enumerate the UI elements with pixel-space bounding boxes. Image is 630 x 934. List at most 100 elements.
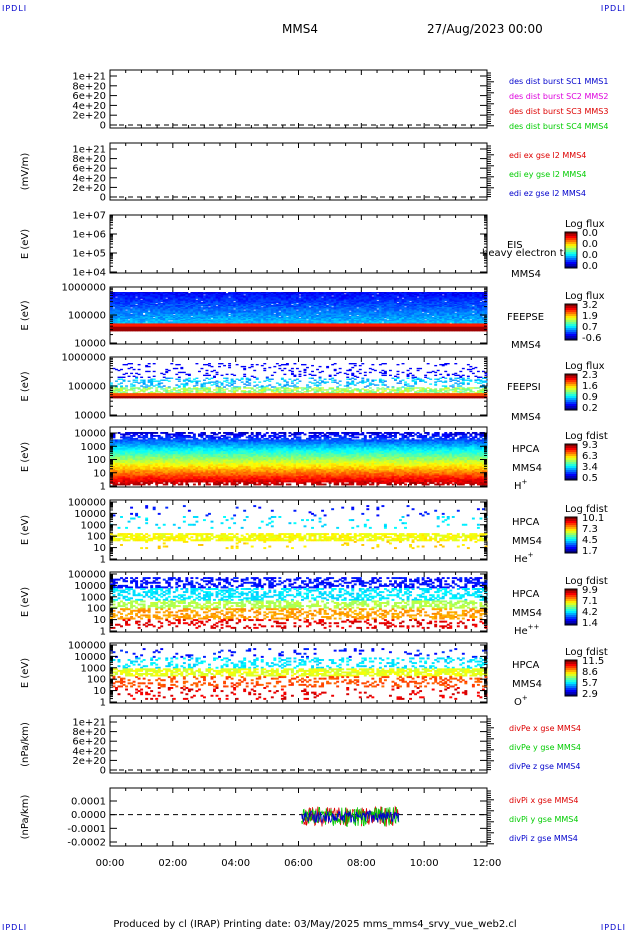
spectro-cell	[288, 329, 292, 332]
spectro-cell	[195, 310, 199, 312]
spectro-cell	[333, 329, 337, 332]
spectro-cell	[394, 310, 397, 312]
spectro-cell	[152, 323, 156, 325]
spectro-cell	[383, 325, 387, 328]
spectro-cell	[358, 306, 362, 308]
spectro-cell	[220, 312, 224, 315]
spectro-cell	[421, 305, 425, 307]
spectro-cell	[406, 296, 410, 298]
spectro-cell	[233, 320, 237, 322]
spectro-cell	[132, 298, 136, 300]
spectro-cell	[373, 297, 377, 299]
spectro-cell	[127, 308, 131, 310]
spectro-cell	[366, 312, 370, 315]
spectro-cell	[421, 303, 425, 306]
spectro-cell	[132, 328, 136, 331]
spectro-cell	[341, 329, 345, 332]
spectro-cell	[263, 320, 267, 322]
spectro-cell	[248, 329, 252, 332]
spectro-cell	[404, 305, 407, 307]
spectro-cell	[172, 322, 176, 324]
spectro-cell	[240, 298, 244, 300]
spectro-cell	[240, 300, 244, 303]
spectro-cell	[245, 323, 249, 325]
spectro-cell	[235, 329, 239, 332]
spectro-cell	[165, 323, 169, 325]
panel-frame	[109, 214, 488, 274]
spectro-cell	[125, 306, 128, 308]
y-tick-label: 2e+20	[72, 183, 106, 194]
spectro-cell	[358, 320, 362, 322]
spectro-cell	[175, 327, 179, 330]
spectro-cell	[192, 320, 196, 322]
spectro-cell	[283, 316, 287, 319]
spectro-cell	[371, 324, 375, 326]
spectro-cell	[145, 299, 149, 302]
legend-entry: edi ex gse l2 MMS4	[509, 151, 586, 160]
spectro-cell	[258, 319, 262, 321]
spectro-cell	[378, 312, 382, 315]
spectro-cell	[399, 322, 402, 324]
spectro-cell	[414, 313, 418, 316]
spectro-cell	[306, 311, 309, 313]
spectro-cell	[210, 302, 214, 305]
spectro-cell	[175, 302, 179, 305]
spectro-cell	[152, 306, 156, 308]
spectro-cell	[192, 307, 196, 309]
spectro-cell	[210, 301, 214, 304]
spectro-cell	[371, 297, 375, 299]
spectro-cell	[228, 322, 232, 324]
spectro-cell	[115, 293, 118, 295]
spectro-cell	[414, 308, 418, 310]
spectro-cell	[208, 320, 211, 322]
spectro-cell	[145, 307, 149, 309]
spectro-cell	[358, 298, 362, 300]
spectro-cell	[258, 318, 262, 320]
spectro-cell	[336, 309, 340, 311]
spectro-cell	[162, 319, 166, 321]
spectro-cell	[243, 307, 247, 309]
spectro-cell	[130, 313, 134, 316]
spectro-cell	[120, 329, 123, 332]
spectro-cell	[182, 297, 186, 299]
spectro-cell	[356, 323, 360, 325]
spectro-cell	[250, 294, 254, 296]
spectro-cell	[306, 321, 309, 323]
spectro-cell	[318, 296, 322, 298]
spectro-cell	[353, 312, 357, 315]
spectro-cell	[177, 328, 181, 331]
spectro-cell	[157, 303, 161, 306]
spectro-cell	[288, 312, 292, 315]
spectro-cell	[210, 294, 214, 296]
spectro-cell	[258, 301, 262, 304]
spectro-cell	[383, 297, 387, 299]
spectro-cell	[283, 302, 287, 305]
spectro-cell	[157, 319, 161, 321]
spectro-cell	[358, 313, 362, 316]
spectro-cell	[115, 297, 118, 299]
spectro-cell	[112, 297, 116, 299]
spectro-cell	[197, 300, 201, 303]
spectro-cell	[316, 319, 320, 321]
spectro-cell	[235, 294, 239, 296]
spectro-cell	[409, 328, 412, 331]
spectro-cell	[160, 298, 164, 300]
spectro-cell	[218, 313, 221, 316]
spectro-cell	[381, 300, 385, 303]
spectro-cell	[391, 320, 395, 322]
spectro-cell	[150, 323, 154, 325]
spectro-cell	[401, 327, 405, 330]
spectro-cell	[243, 310, 247, 312]
spectro-cell	[240, 306, 244, 308]
spectro-cell	[225, 316, 229, 319]
spectro-cell	[421, 312, 425, 315]
spectro-cell	[268, 329, 272, 332]
spectro-cell	[313, 312, 317, 315]
spectro-cell	[182, 319, 186, 321]
spectro-cell	[172, 298, 176, 300]
spectro-cell	[376, 324, 380, 326]
spectro-cell	[333, 322, 337, 324]
spectro-cell	[192, 329, 196, 332]
spectro-cell	[381, 303, 385, 306]
spectro-cell	[401, 315, 405, 318]
